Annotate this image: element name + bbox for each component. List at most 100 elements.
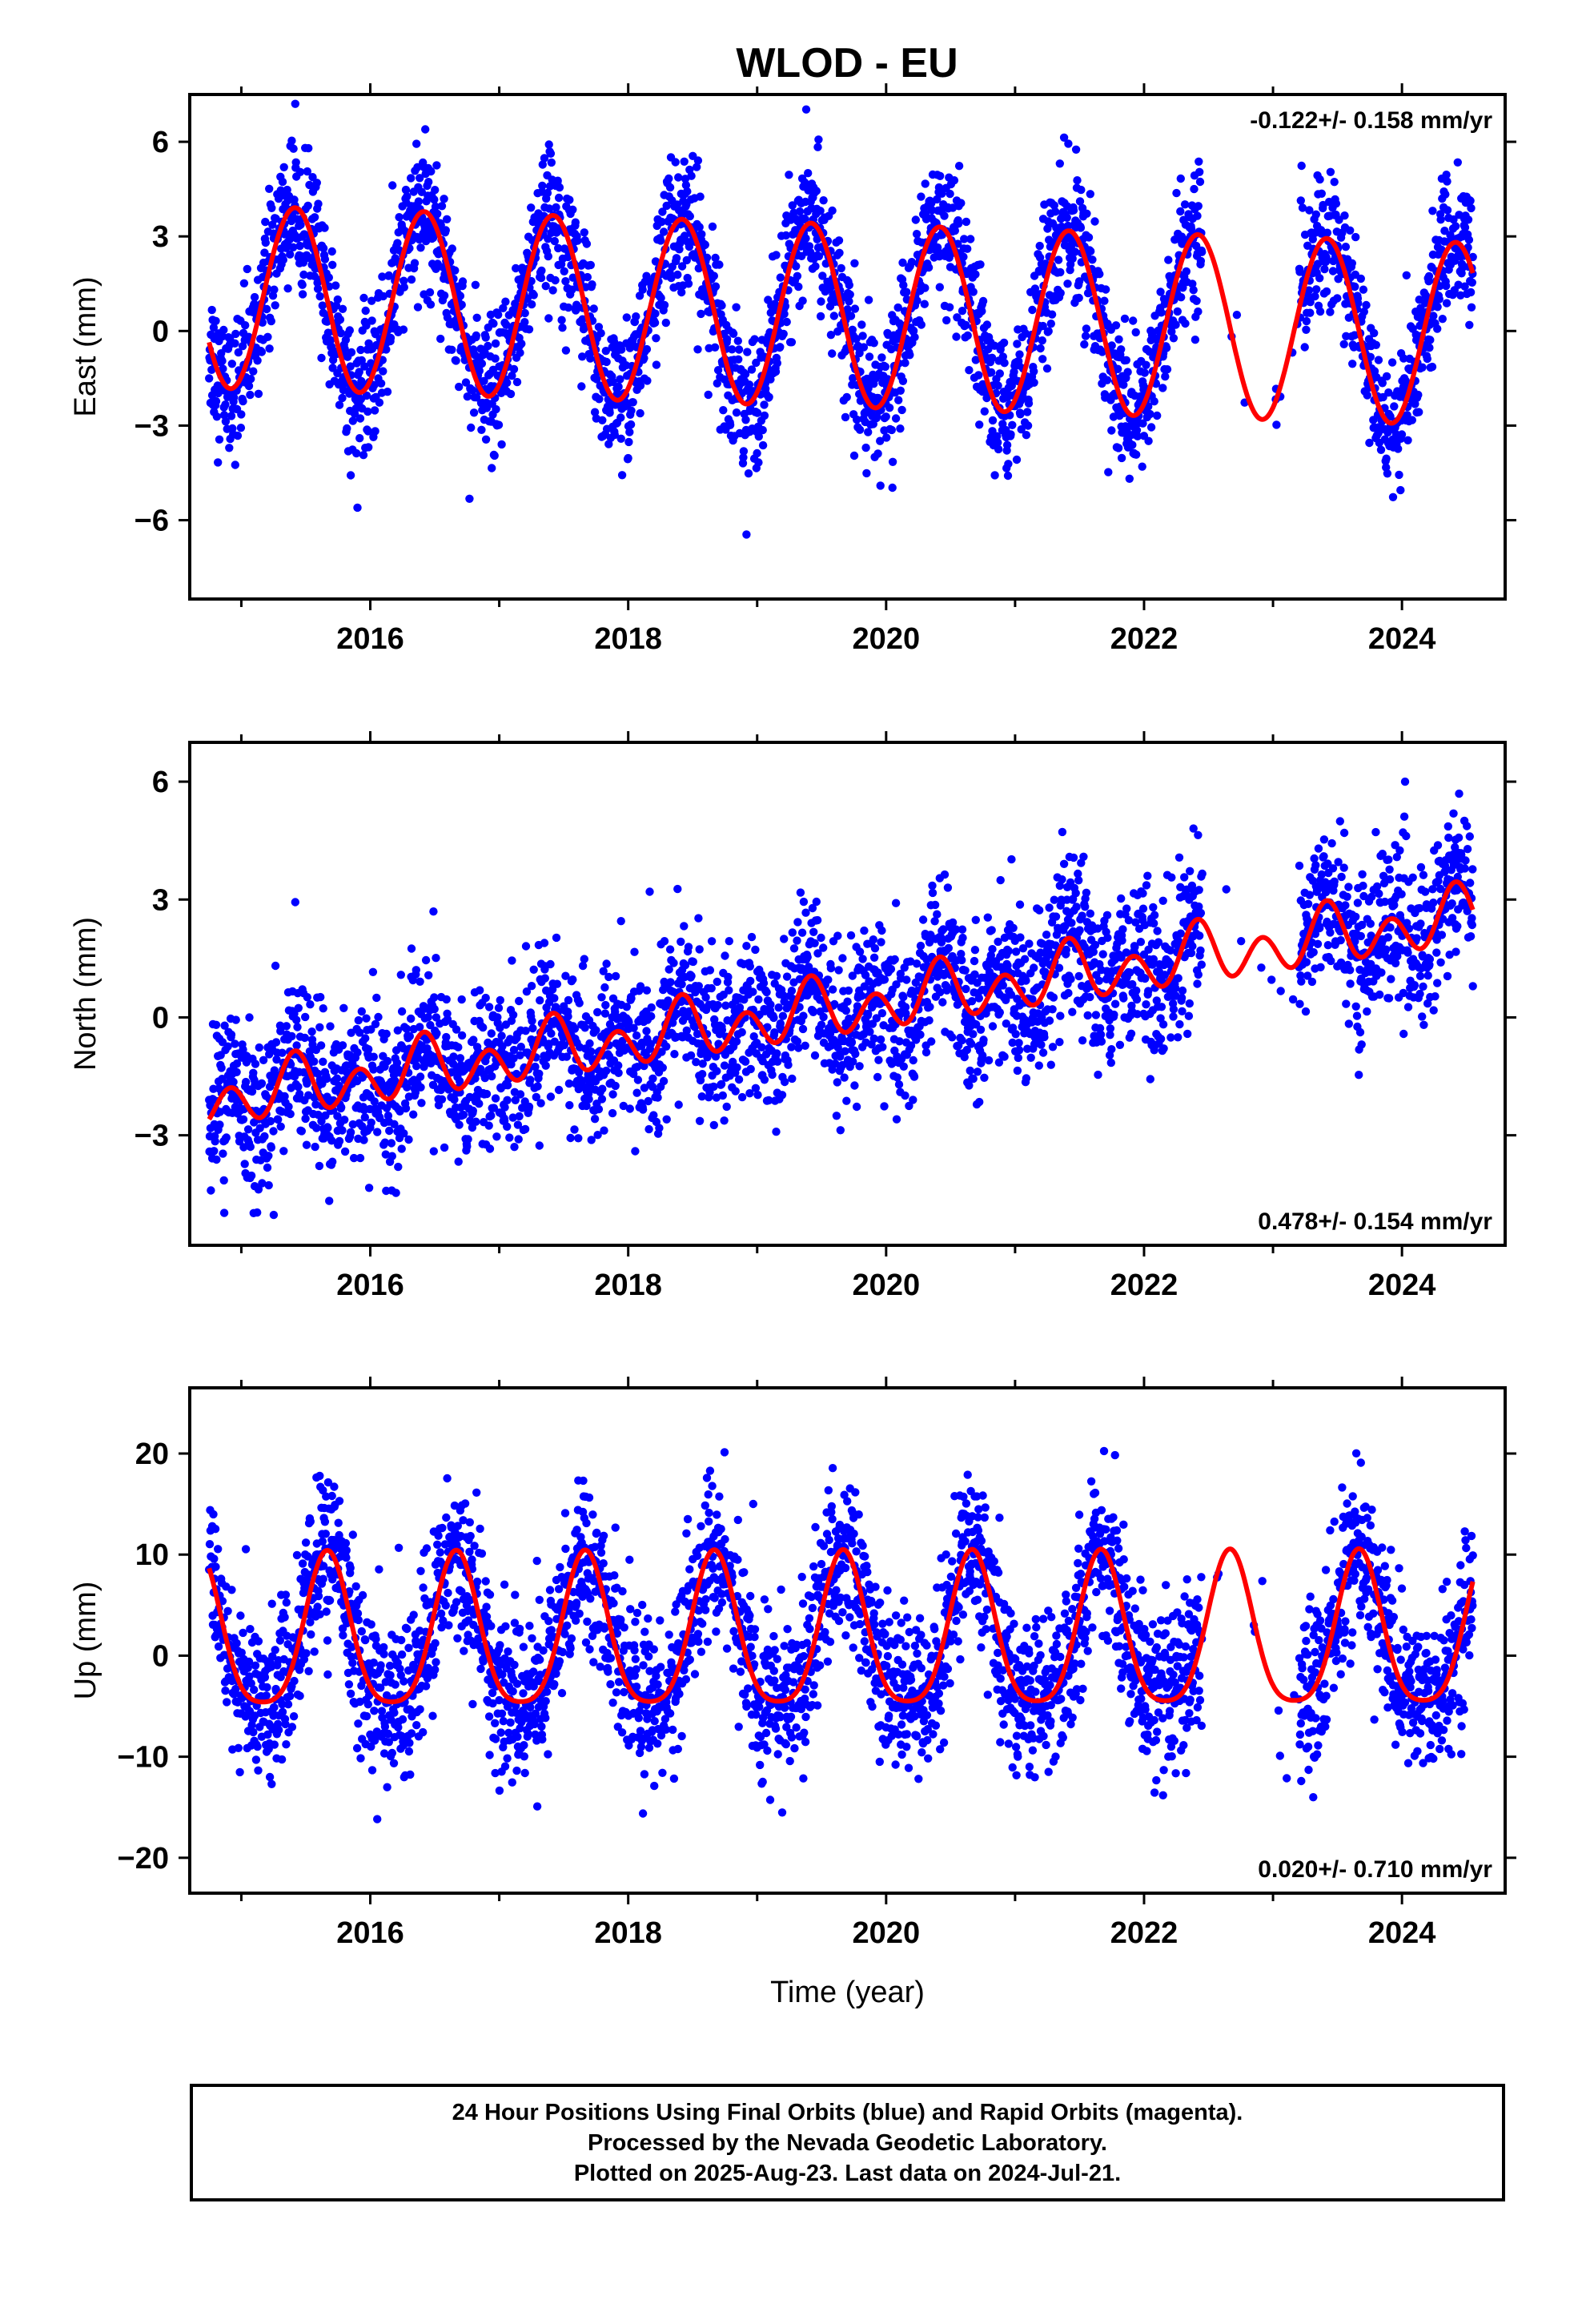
data-point <box>1088 255 1097 264</box>
data-point <box>804 169 813 178</box>
data-point <box>532 1092 540 1102</box>
data-point <box>843 305 852 314</box>
data-point <box>817 933 825 943</box>
data-point <box>721 951 729 960</box>
data-point <box>355 434 364 443</box>
data-point <box>249 1068 258 1078</box>
data-point <box>575 999 584 1007</box>
data-point <box>1030 367 1038 376</box>
data-point <box>244 381 254 391</box>
data-point <box>588 280 596 289</box>
data-point <box>416 1072 425 1081</box>
data-point <box>1464 215 1473 224</box>
data-point <box>692 1058 701 1067</box>
data-point <box>1198 247 1207 256</box>
data-point <box>725 986 733 995</box>
data-point <box>515 996 524 1006</box>
data-point <box>494 310 503 320</box>
data-point <box>561 346 571 355</box>
data-point <box>954 162 964 171</box>
data-point <box>877 353 886 362</box>
data-point <box>1181 319 1190 328</box>
data-point <box>209 323 219 332</box>
data-point <box>1454 280 1463 289</box>
data-point <box>701 240 709 249</box>
data-point <box>370 1097 379 1106</box>
data-point <box>622 1003 631 1011</box>
data-point <box>355 1028 364 1037</box>
data-point <box>936 987 945 997</box>
data-point <box>619 1101 628 1111</box>
data-point <box>1180 200 1190 209</box>
data-point <box>1339 340 1348 348</box>
data-point <box>1387 358 1397 367</box>
data-point <box>669 959 678 967</box>
data-point <box>455 1120 464 1129</box>
data-point <box>271 301 279 310</box>
data-point <box>290 1009 299 1019</box>
data-point <box>284 1102 293 1112</box>
data-point <box>598 416 607 424</box>
data-point <box>593 1131 602 1140</box>
data-point <box>817 1020 826 1029</box>
data-point <box>421 955 431 965</box>
data-point <box>502 320 511 329</box>
data-point <box>642 344 652 354</box>
data-point <box>942 316 951 325</box>
data-point <box>335 400 344 409</box>
data-point <box>587 1047 596 1056</box>
data-point <box>927 206 937 215</box>
data-point <box>393 1026 402 1035</box>
data-point <box>630 947 639 956</box>
data-point <box>345 326 354 335</box>
data-point <box>265 344 274 353</box>
data-point <box>465 494 474 503</box>
data-point <box>586 260 595 270</box>
data-point <box>758 440 768 450</box>
data-point <box>942 983 952 991</box>
data-point <box>644 1124 653 1134</box>
data-point <box>464 1135 472 1144</box>
data-point <box>544 251 552 261</box>
data-point <box>984 344 993 354</box>
data-point <box>776 273 785 282</box>
data-point <box>327 1136 336 1145</box>
data-point <box>899 992 908 1002</box>
data-point <box>633 1076 643 1084</box>
data-point <box>805 242 814 251</box>
data-point <box>858 332 867 340</box>
data-point <box>728 345 737 354</box>
data-point <box>223 1042 232 1051</box>
data-point <box>1443 206 1452 215</box>
data-point <box>892 980 901 989</box>
data-point <box>1305 206 1314 215</box>
data-point <box>577 382 586 391</box>
data-point <box>608 1090 617 1099</box>
data-point <box>508 372 516 380</box>
data-point <box>541 1061 550 1070</box>
data-point <box>443 1015 452 1024</box>
data-point <box>416 243 425 252</box>
data-point <box>834 236 844 245</box>
data-point <box>1129 316 1138 325</box>
data-point <box>383 1056 392 1066</box>
data-point <box>1315 307 1325 316</box>
data-point <box>456 1054 465 1063</box>
data-point <box>517 340 526 348</box>
data-point <box>312 1124 321 1132</box>
data-point <box>732 408 741 417</box>
data-point <box>571 218 580 227</box>
data-point <box>491 339 500 348</box>
data-point <box>335 315 345 324</box>
data-point <box>765 392 773 401</box>
data-point <box>852 335 861 344</box>
data-point <box>1086 247 1095 255</box>
data-point <box>831 1059 840 1068</box>
data-point <box>1042 364 1052 373</box>
data-point <box>452 1025 461 1034</box>
data-point <box>1356 274 1366 283</box>
data-point <box>873 1072 882 1082</box>
y-tick-label: 6 <box>152 126 169 159</box>
data-point <box>920 300 930 308</box>
